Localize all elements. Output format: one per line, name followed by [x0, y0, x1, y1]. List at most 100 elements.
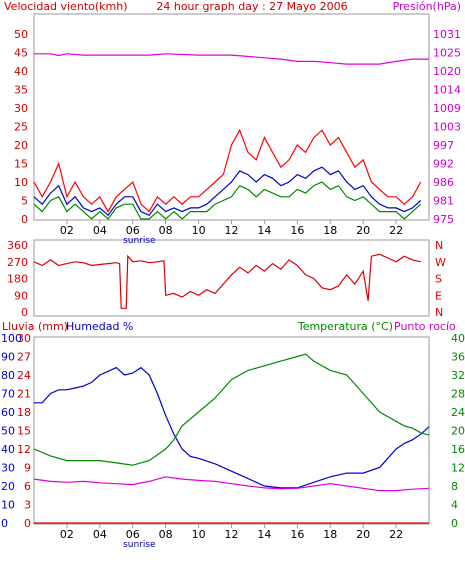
climate-x-tick-label: 10 — [192, 528, 206, 541]
temperature-tick-label: 8 — [451, 480, 458, 493]
wind-x-tick-label: 14 — [257, 224, 271, 237]
average-line — [33, 166, 422, 217]
humidity-tick-label: 40 — [1, 443, 15, 456]
direction-degree-tick-label: 180 — [7, 273, 28, 286]
rain-title: Lluvia (mm) — [2, 320, 68, 333]
humidity-tick-label: 90 — [1, 351, 15, 364]
dewpoint-title: Punto rocío — [394, 320, 456, 333]
wind-speed-tick-label: 20 — [14, 139, 28, 152]
direction-degree-tick-label: 0 — [21, 306, 28, 319]
wind-sunrise-label: sunrise — [123, 236, 156, 246]
temperature-tick-label: 40 — [451, 332, 465, 345]
pressure-title: Presión(hPa) — [393, 0, 461, 13]
humidity-tick-label: 20 — [1, 480, 15, 493]
temperature-tick-label: 20 — [451, 425, 465, 438]
pressure-tick-label: 1020 — [433, 65, 461, 78]
rain-tick-label: 18 — [17, 406, 31, 419]
humidity-tick-label: 100 — [1, 332, 22, 345]
climate-sunrise-label: sunrise — [123, 540, 156, 550]
wind-speed-tick-label: 25 — [14, 121, 28, 134]
direction-line — [33, 253, 421, 309]
temperature-tick-label: 28 — [451, 388, 465, 401]
pressure-tick-label: 1003 — [433, 121, 461, 134]
rain-tick-label: 6 — [24, 480, 31, 493]
pressure-tick-label: 1014 — [433, 84, 461, 97]
pressure-tick-label: 986 — [433, 176, 454, 189]
wind-speed-tick-label: 10 — [14, 176, 28, 189]
wind-x-tick-label: 12 — [225, 224, 239, 237]
chart-title: 24 hour graph day : 27 Mayo 2006 — [156, 0, 347, 13]
temperature-tick-label: 32 — [451, 369, 465, 382]
temperature-tick-label: 16 — [451, 443, 465, 456]
dewpoint-line — [33, 476, 430, 492]
temperature-tick-label: 36 — [451, 351, 465, 364]
climate-x-tick-label: 20 — [356, 528, 370, 541]
temperature-tick-label: 12 — [451, 462, 465, 475]
wind-panel-frame — [33, 13, 430, 221]
climate-x-tick-label: 18 — [323, 528, 337, 541]
humidity-tick-label: 80 — [1, 369, 15, 382]
wind-x-tick-label: 16 — [290, 224, 304, 237]
wind-speed-tick-label: 0 — [21, 213, 28, 226]
climate-x-tick-label: 02 — [60, 528, 74, 541]
temperature-tick-label: 0 — [451, 517, 458, 530]
temperature-line — [33, 353, 430, 466]
pressure-line — [34, 53, 429, 65]
wind-speed-title: Velocidad viento(kmh) — [4, 0, 128, 13]
wind-speed-tick-label: 40 — [14, 65, 28, 78]
humidity-line — [34, 366, 430, 489]
pressure-tick-label: 997 — [433, 139, 454, 152]
temperature-title: Temperatura (°C) — [297, 320, 393, 333]
direction-degree-tick-label: 360 — [7, 239, 28, 252]
rain-tick-label: 21 — [17, 388, 31, 401]
pressure-tick-label: 1031 — [433, 28, 461, 41]
rain-tick-label: 30 — [17, 332, 31, 345]
gust-line — [33, 128, 422, 213]
rain-tick-label: 3 — [24, 499, 31, 512]
humidity-tick-label: 30 — [1, 462, 15, 475]
wind-x-tick-label: 22 — [389, 224, 403, 237]
direction-panel-frame — [33, 239, 430, 317]
wind-x-tick-label: 08 — [159, 224, 173, 237]
rain-tick-label: 27 — [17, 351, 31, 364]
pressure-tick-label: 1025 — [433, 47, 461, 60]
wind-x-tick-label: 18 — [323, 224, 337, 237]
wind-x-tick-label: 06 — [126, 224, 140, 237]
direction-compass-tick-label: N — [435, 239, 443, 252]
wind-x-tick-label: 20 — [356, 224, 370, 237]
humidity-tick-label: 60 — [1, 406, 15, 419]
climate-x-tick-label: 16 — [290, 528, 304, 541]
climate-x-tick-label: 12 — [225, 528, 239, 541]
pressure-tick-label: 975 — [433, 213, 454, 226]
humidity-tick-label: 0 — [1, 517, 8, 530]
humidity-tick-label: 50 — [1, 425, 15, 438]
wind-x-tick-label: 02 — [60, 224, 74, 237]
wind-x-tick-label: 10 — [192, 224, 206, 237]
temperature-tick-label: 24 — [451, 406, 465, 419]
direction-compass-tick-label: S — [435, 273, 442, 286]
rain-tick-label: 0 — [24, 517, 31, 530]
direction-compass-tick-label: E — [435, 289, 442, 302]
humidity-tick-label: 10 — [1, 499, 15, 512]
wind-x-tick-label: 04 — [93, 224, 107, 237]
direction-compass-tick-label: W — [435, 256, 446, 269]
climate-x-tick-label: 08 — [159, 528, 173, 541]
wind-speed-tick-label: 30 — [14, 102, 28, 115]
pressure-tick-label: 981 — [433, 195, 454, 208]
rain-tick-label: 24 — [17, 369, 31, 382]
direction-compass-tick-label: N — [435, 306, 443, 319]
wind-speed-tick-label: 35 — [14, 84, 28, 97]
rain-tick-label: 15 — [17, 425, 31, 438]
climate-panel-frame — [33, 336, 430, 525]
humidity-title: Humedad % — [66, 320, 133, 333]
direction-degree-tick-label: 90 — [14, 289, 28, 302]
climate-x-tick-label: 04 — [93, 528, 107, 541]
wind-speed-tick-label: 5 — [21, 195, 28, 208]
wind-speed-tick-label: 50 — [14, 28, 28, 41]
wind-speed-tick-label: 45 — [14, 47, 28, 60]
rain-tick-label: 12 — [17, 443, 31, 456]
calm-line — [33, 181, 422, 220]
humidity-tick-label: 70 — [1, 388, 15, 401]
climate-x-tick-label: 14 — [257, 528, 271, 541]
